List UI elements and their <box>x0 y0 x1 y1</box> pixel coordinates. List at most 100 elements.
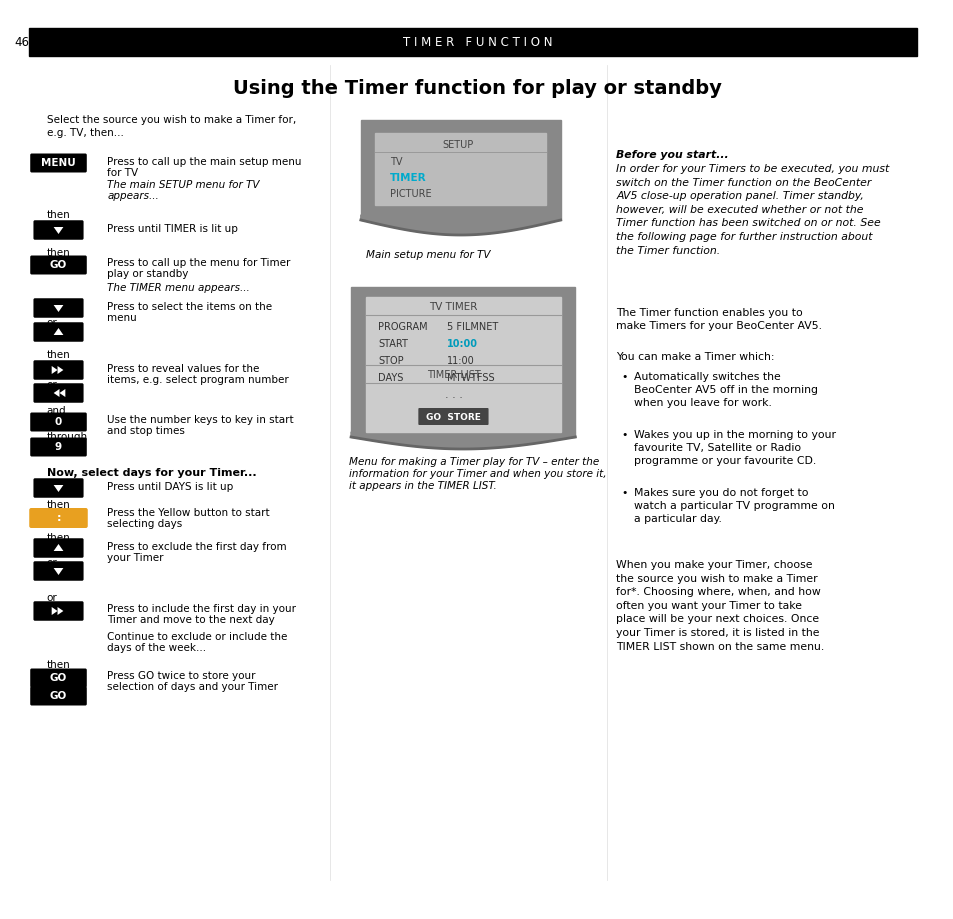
Text: Select the source you wish to make a Timer for,: Select the source you wish to make a Tim… <box>47 115 295 125</box>
Text: or: or <box>47 380 57 390</box>
FancyBboxPatch shape <box>33 360 84 380</box>
Polygon shape <box>51 607 57 615</box>
Text: In order for your Timers to be executed, you must
switch on the Timer function o: In order for your Timers to be executed,… <box>616 164 888 255</box>
Text: You can make a Timer which:: You can make a Timer which: <box>616 352 774 362</box>
Text: GO: GO <box>50 673 67 683</box>
Text: then: then <box>47 350 71 360</box>
Text: Press until DAYS is lit up: Press until DAYS is lit up <box>107 482 233 492</box>
Text: 5 FILMNET: 5 FILMNET <box>446 322 497 332</box>
Text: START: START <box>378 339 408 349</box>
FancyBboxPatch shape <box>33 562 84 581</box>
Polygon shape <box>53 305 63 312</box>
FancyBboxPatch shape <box>33 299 84 318</box>
Text: Use the number keys to key in start: Use the number keys to key in start <box>107 415 294 425</box>
FancyBboxPatch shape <box>33 383 84 403</box>
Polygon shape <box>53 568 63 575</box>
Polygon shape <box>53 544 63 551</box>
Text: :: : <box>56 513 61 523</box>
Text: TV TIMER: TV TIMER <box>429 302 477 312</box>
Text: DAYS: DAYS <box>378 373 403 383</box>
Text: MENU: MENU <box>41 158 76 168</box>
Text: Now, select days for your Timer...: Now, select days for your Timer... <box>47 468 256 478</box>
Text: Press until TIMER is lit up: Press until TIMER is lit up <box>107 224 238 234</box>
Text: then: then <box>47 210 71 220</box>
Polygon shape <box>57 607 63 615</box>
Text: then: then <box>47 248 71 258</box>
Text: days of the week...: days of the week... <box>107 643 206 653</box>
FancyBboxPatch shape <box>30 668 87 687</box>
Text: Before you start...: Before you start... <box>616 150 728 160</box>
FancyBboxPatch shape <box>30 437 87 457</box>
Text: Menu for making a Timer play for TV – enter the: Menu for making a Timer play for TV – en… <box>349 457 598 467</box>
Text: Timer and move to the next day: Timer and move to the next day <box>107 615 274 625</box>
Bar <box>360 120 560 220</box>
Text: e.g. TV, then...: e.g. TV, then... <box>47 128 124 138</box>
Text: The TIMER menu appears...: The TIMER menu appears... <box>107 283 250 293</box>
FancyBboxPatch shape <box>33 323 84 342</box>
Text: play or standby: play or standby <box>107 269 189 279</box>
Bar <box>365 297 560 432</box>
Bar <box>351 287 575 437</box>
Text: Press GO twice to store your: Press GO twice to store your <box>107 671 255 681</box>
Text: then: then <box>47 660 71 670</box>
Text: through: through <box>47 432 88 442</box>
Bar <box>30 28 916 56</box>
FancyBboxPatch shape <box>30 255 87 275</box>
FancyBboxPatch shape <box>418 408 488 425</box>
Text: The main SETUP menu for TV: The main SETUP menu for TV <box>107 180 259 190</box>
Text: STOP: STOP <box>378 356 403 366</box>
Text: Press to include the first day in your: Press to include the first day in your <box>107 604 296 614</box>
FancyBboxPatch shape <box>30 413 87 432</box>
Polygon shape <box>59 389 65 397</box>
Text: it appears in the TIMER LIST.: it appears in the TIMER LIST. <box>349 481 497 491</box>
Text: When you make your Timer, choose
the source you wish to make a Timer
for*. Choos: When you make your Timer, choose the sou… <box>616 560 823 652</box>
Text: 0: 0 <box>55 417 62 427</box>
Text: GO: GO <box>50 691 67 701</box>
Polygon shape <box>53 485 63 492</box>
Text: •: • <box>620 488 627 498</box>
Text: PROGRAM: PROGRAM <box>378 322 428 332</box>
Text: The Timer function enables you to
make Timers for your BeoCenter AV5.: The Timer function enables you to make T… <box>616 308 821 331</box>
Text: selection of days and your Timer: selection of days and your Timer <box>107 682 278 692</box>
Text: 46: 46 <box>14 36 30 49</box>
Text: Continue to exclude or include the: Continue to exclude or include the <box>107 632 288 642</box>
Text: and stop times: and stop times <box>107 426 185 436</box>
Text: MTWTFSS: MTWTFSS <box>446 373 494 383</box>
Text: TV: TV <box>390 157 402 167</box>
Polygon shape <box>53 227 63 234</box>
Polygon shape <box>57 366 63 374</box>
FancyBboxPatch shape <box>33 601 84 620</box>
Text: TIMER: TIMER <box>390 173 426 183</box>
Text: Press to call up the main setup menu: Press to call up the main setup menu <box>107 157 301 167</box>
Text: selecting days: selecting days <box>107 519 182 529</box>
FancyBboxPatch shape <box>33 221 84 240</box>
Text: GO  STORE: GO STORE <box>426 413 480 422</box>
Polygon shape <box>53 328 63 335</box>
Polygon shape <box>51 366 57 374</box>
Text: for TV: for TV <box>107 168 138 178</box>
Text: •: • <box>620 430 627 440</box>
Text: Press the Yellow button to start: Press the Yellow button to start <box>107 508 270 518</box>
Text: GO: GO <box>50 260 67 270</box>
Text: 10:00: 10:00 <box>446 339 477 349</box>
Text: Press to call up the menu for Timer: Press to call up the menu for Timer <box>107 258 291 268</box>
Text: Press to exclude the first day from: Press to exclude the first day from <box>107 542 287 552</box>
Polygon shape <box>53 389 59 397</box>
FancyBboxPatch shape <box>30 686 87 706</box>
Polygon shape <box>351 432 575 449</box>
Bar <box>375 133 545 205</box>
Text: items, e.g. select program number: items, e.g. select program number <box>107 375 289 385</box>
Polygon shape <box>360 215 560 235</box>
Text: or: or <box>47 558 57 568</box>
Text: Wakes you up in the morning to your
favourite TV, Satellite or Radio
programme o: Wakes you up in the morning to your favo… <box>633 430 835 467</box>
Text: your Timer: your Timer <box>107 553 164 563</box>
Text: then: then <box>47 500 71 510</box>
FancyBboxPatch shape <box>33 539 84 558</box>
Text: Press to reveal values for the: Press to reveal values for the <box>107 364 259 374</box>
Text: . . .: . . . <box>444 390 462 400</box>
Text: or: or <box>47 593 57 603</box>
Text: •: • <box>620 372 627 382</box>
Text: TIMER LIST: TIMER LIST <box>426 370 479 380</box>
Text: Main setup menu for TV: Main setup menu for TV <box>365 250 490 260</box>
FancyBboxPatch shape <box>33 478 84 498</box>
